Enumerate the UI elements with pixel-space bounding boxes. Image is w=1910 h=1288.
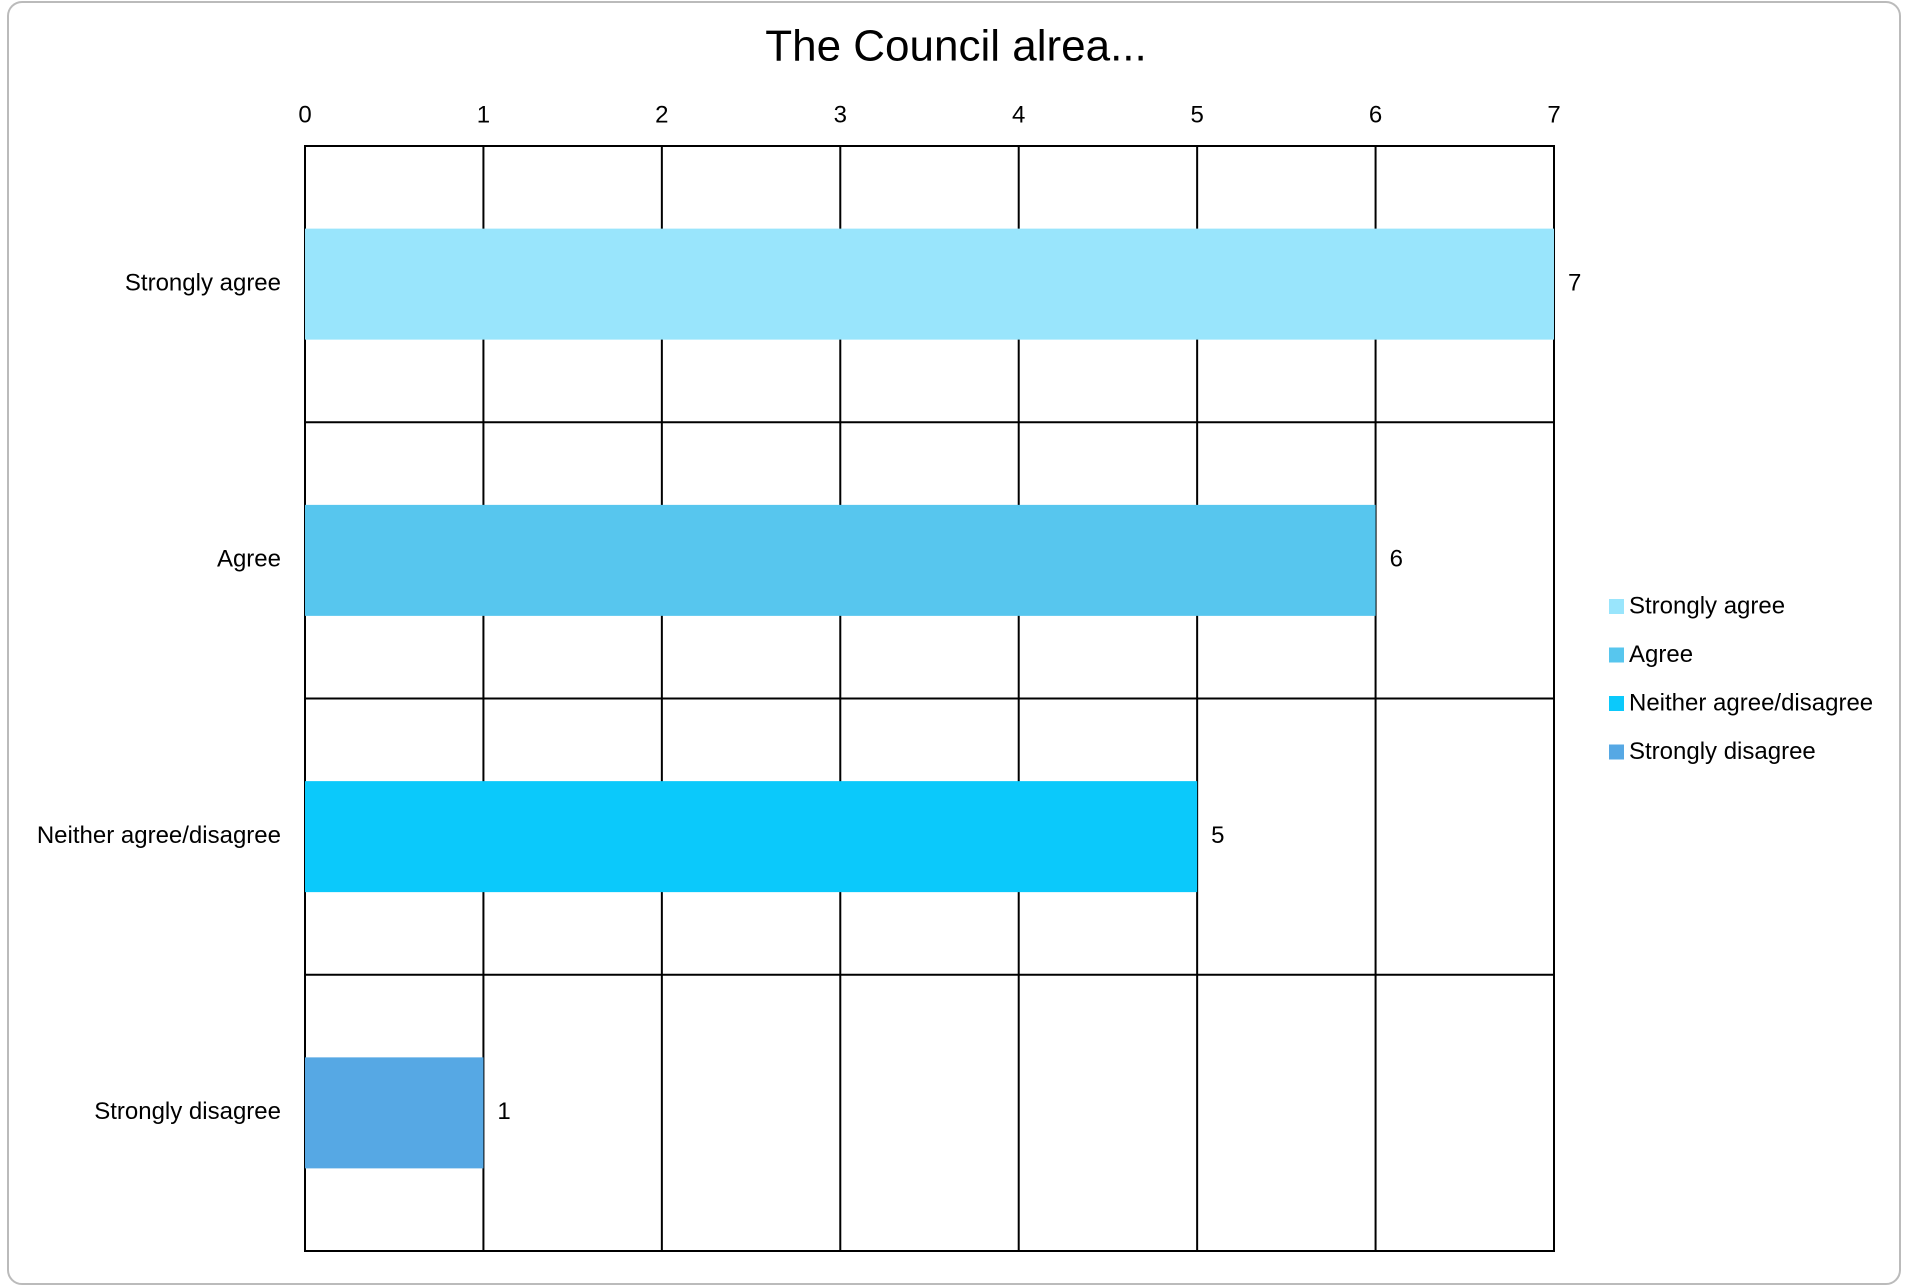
data-label: 1	[497, 1098, 510, 1125]
y-tick-label: Agree	[217, 546, 281, 573]
x-tick-label: 7	[1547, 101, 1560, 128]
legend-label: Strongly agree	[1629, 592, 1785, 619]
frame	[7, 1, 1901, 1285]
data-label: 5	[1211, 822, 1224, 849]
legend-swatch	[1609, 599, 1624, 614]
data-label: 6	[1390, 546, 1403, 573]
legend-label: Strongly disagree	[1629, 738, 1816, 765]
y-tick-label: Neither agree/disagree	[37, 822, 281, 849]
bar	[305, 781, 1198, 893]
x-tick-label: 0	[298, 101, 311, 128]
x-tick-label: 3	[834, 101, 847, 128]
x-tick-label: 6	[1369, 101, 1382, 128]
x-tick-label: 1	[477, 101, 490, 128]
legend-swatch	[1609, 744, 1624, 760]
chart-title: The Council alrea...	[765, 22, 1147, 71]
plot-border	[304, 145, 1555, 1252]
x-tick-label: 4	[1012, 101, 1025, 128]
x-tick-label: 5	[1190, 101, 1203, 128]
y-tick-label: Strongly agree	[125, 269, 281, 296]
legend-label: Neither agree/disagree	[1629, 689, 1873, 716]
bar	[305, 228, 1554, 340]
bar	[305, 1057, 484, 1169]
legend-swatch	[1609, 647, 1624, 663]
bar	[305, 504, 1376, 616]
legend-label: Agree	[1629, 641, 1693, 668]
legend-swatch	[1609, 696, 1624, 711]
x-tick-label: 2	[655, 101, 668, 128]
y-tick-label: Strongly disagree	[94, 1098, 281, 1125]
data-label: 7	[1568, 269, 1581, 296]
